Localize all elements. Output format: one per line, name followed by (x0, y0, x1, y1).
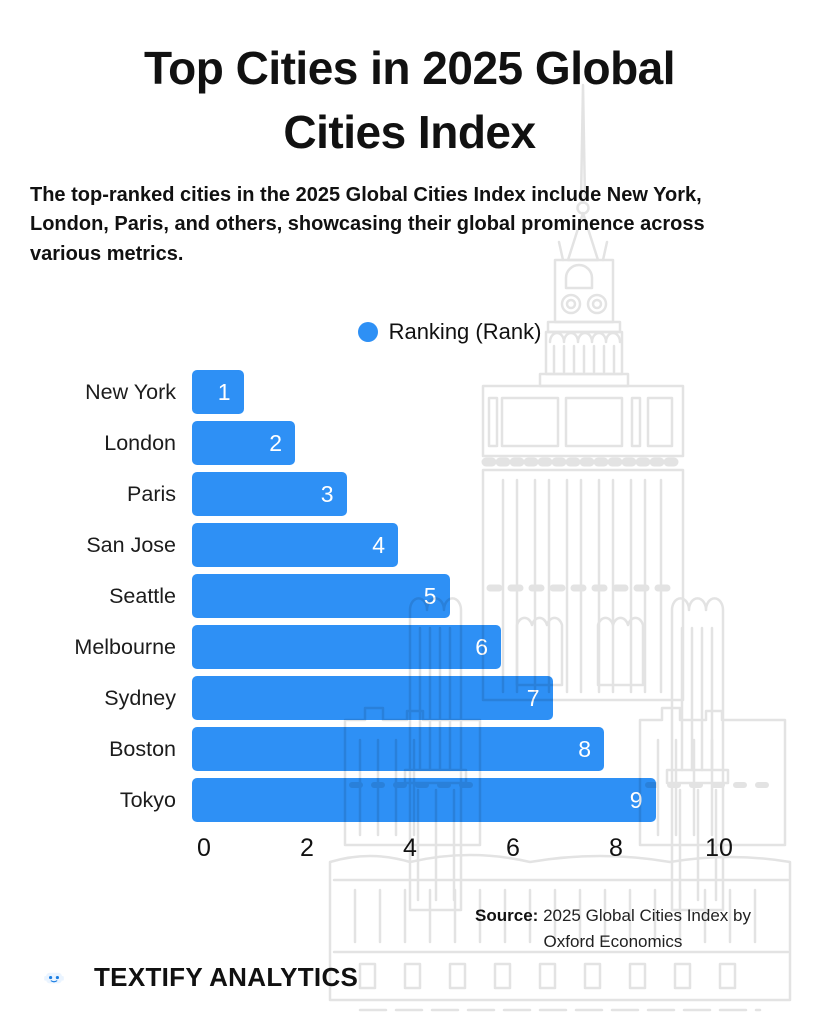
axis-tick: 6 (506, 833, 520, 862)
chart-legend: Ranking (Rank) (192, 319, 707, 345)
bar-value: 9 (629, 786, 643, 813)
table-row: Paris 3 (12, 469, 819, 520)
bar-value: 8 (578, 735, 591, 762)
bar-label: Tokyo (119, 787, 176, 812)
bar: 4 (192, 523, 398, 568)
brand-name: TEXTIFY ANALYTICS (94, 961, 359, 992)
chart-rows: New York 1 London 2 Paris 3 San Jose 4 S… (12, 367, 819, 826)
axis-tick: 10 (705, 833, 733, 862)
bar-value: 5 (423, 582, 437, 609)
x-axis: 0 2 4 6 8 10 (12, 826, 819, 870)
bar-label: Paris (127, 481, 176, 506)
bar: 9 (192, 778, 656, 823)
bar: 3 (192, 472, 347, 517)
table-row: Boston 8 (12, 724, 819, 775)
source-prefix: Source: (475, 906, 539, 925)
bar-label: Boston (109, 736, 176, 761)
bar-chart: New York 1 London 2 Paris 3 San Jose 4 S… (0, 367, 819, 870)
bar: 6 (192, 625, 501, 670)
table-row: London 2 (12, 418, 819, 469)
page-title-line1: Top Cities in 2025 Global (143, 42, 676, 94)
bar-track: 5 (192, 574, 707, 619)
bar-label: Sydney (104, 685, 176, 710)
bar-label: Melbourne (74, 634, 176, 659)
bar-value: 1 (217, 378, 231, 405)
legend-label: Ranking (Rank) (388, 318, 542, 344)
axis-tick: 8 (609, 833, 623, 862)
table-row: Seattle 5 (12, 571, 819, 622)
bar-track: 1 (192, 370, 707, 415)
source-text: 2025 Global Cities Index by Oxford Econo… (543, 906, 751, 951)
bar-track: 9 (192, 778, 707, 823)
bar-track: 6 (192, 625, 707, 670)
axis-spacer (24, 826, 204, 870)
table-row: Tokyo 9 (12, 775, 819, 826)
axis-tick: 2 (300, 833, 314, 862)
bar-label: Seattle (109, 583, 176, 608)
bar: 1 (192, 370, 244, 415)
bar-track: 3 (192, 472, 707, 517)
bar-value: 2 (269, 429, 282, 456)
axis-tick: 4 (403, 833, 417, 862)
bar-value: 4 (372, 531, 385, 558)
table-row: San Jose 4 (12, 520, 819, 571)
bar-track: 8 (192, 727, 707, 772)
source-note: Source: 2025 Global Cities Index by Oxfo… (448, 903, 778, 954)
bar-label: London (104, 430, 176, 455)
axis-tick: 0 (197, 833, 211, 862)
bar: 2 (192, 421, 295, 466)
page-title: Top Cities in 2025 Global Cities Index (0, 0, 819, 165)
table-row: Sydney 7 (12, 673, 819, 724)
bar-value: 3 (320, 480, 334, 507)
bar-track: 7 (192, 676, 707, 721)
bar: 7 (192, 676, 553, 721)
bar-label: New York (85, 379, 176, 404)
bar-track: 4 (192, 523, 707, 568)
page-title-line2: Cities Index (283, 106, 536, 159)
bar-track: 2 (192, 421, 707, 466)
table-row: Melbourne 6 (12, 622, 819, 673)
axis-track: 0 2 4 6 8 10 (197, 826, 733, 870)
bar-label: San Jose (86, 532, 176, 557)
footer-brand: TEXTIFY ANALYTICS (28, 951, 358, 1003)
table-row: New York 1 (12, 367, 819, 418)
bar-value: 7 (526, 684, 540, 711)
bar-value: 6 (475, 633, 488, 660)
subtitle: The top-ranked cities in the 2025 Global… (30, 183, 705, 265)
textify-logo-icon (28, 951, 80, 1003)
bar: 5 (192, 574, 450, 619)
bar: 8 (192, 727, 604, 772)
legend-dot-icon (357, 321, 378, 342)
